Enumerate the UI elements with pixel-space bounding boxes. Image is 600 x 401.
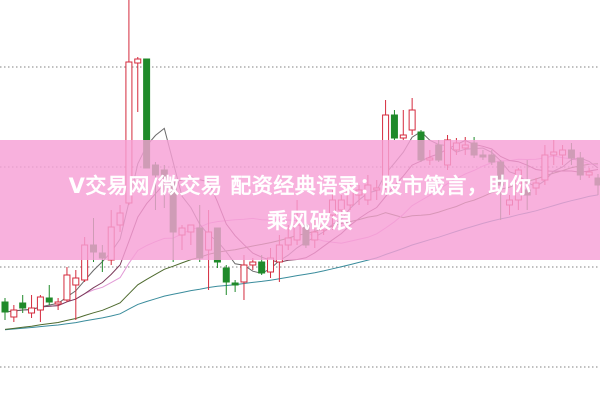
candle-up — [54, 301, 62, 305]
candle-down — [390, 114, 398, 139]
candle-up — [240, 264, 248, 283]
title-line-2: 乘风破浪 — [267, 209, 353, 233]
candle-up — [10, 309, 18, 318]
candle-down — [258, 261, 266, 274]
candle-up — [134, 58, 142, 64]
candle-up — [72, 277, 80, 286]
candle-up — [249, 261, 257, 266]
candle-down — [19, 302, 27, 309]
candle-up — [399, 134, 407, 139]
candle-down — [1, 301, 9, 313]
candle-up — [36, 296, 44, 311]
candle-up — [267, 257, 275, 273]
candle-up — [408, 109, 416, 131]
candle-down — [222, 267, 230, 283]
candle-down — [231, 282, 239, 286]
title-line-1: V交易网/微交易 配资经典语录：股市箴言，助你 — [68, 174, 532, 198]
title-banner — [0, 140, 600, 260]
candle-up — [63, 274, 71, 301]
candle-up — [28, 307, 36, 314]
candle-down — [45, 297, 53, 303]
